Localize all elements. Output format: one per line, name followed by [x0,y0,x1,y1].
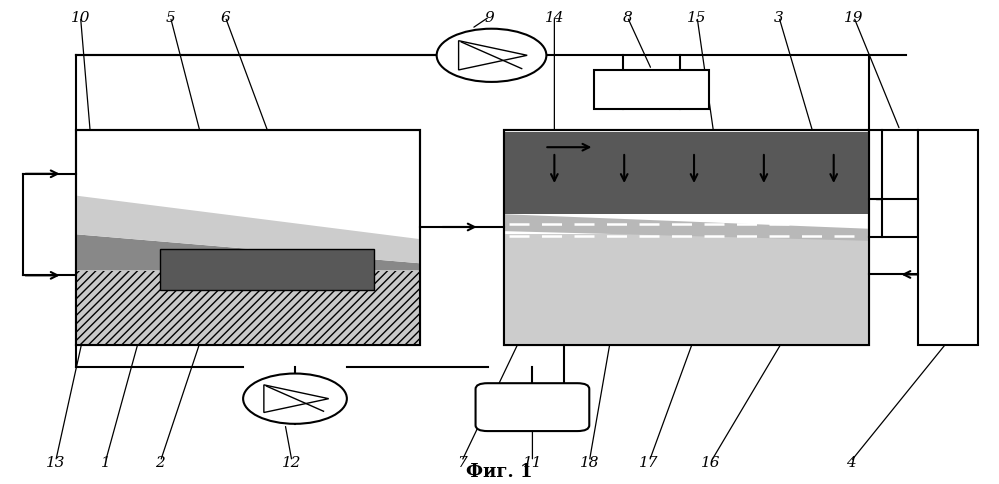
Polygon shape [76,235,420,271]
Text: 9: 9 [485,11,495,25]
Text: 5: 5 [166,11,175,25]
Bar [76,271,420,346]
Polygon shape [504,215,868,242]
Text: 7: 7 [457,454,467,469]
Circle shape [437,30,546,83]
Bar [504,133,868,215]
Bar [918,131,978,346]
Circle shape [243,374,347,424]
Text: 8: 8 [622,11,632,25]
Bar [594,71,709,109]
Text: 2: 2 [156,454,165,469]
Text: 12: 12 [283,454,302,469]
Text: 19: 19 [844,11,863,25]
Bar [76,131,420,346]
Text: 16: 16 [701,454,720,469]
Text: 10: 10 [71,11,90,25]
FancyBboxPatch shape [476,383,589,431]
Text: 17: 17 [639,454,659,469]
Polygon shape [459,42,527,71]
Text: 3: 3 [774,11,783,25]
Text: 18: 18 [579,454,599,469]
Text: 6: 6 [221,11,230,25]
Bar [881,131,918,237]
Polygon shape [264,385,329,413]
Bar [160,249,374,290]
Text: 14: 14 [544,11,564,25]
Text: Фиг. 1: Фиг. 1 [467,462,532,480]
Bar [76,131,420,346]
Text: 15: 15 [687,11,706,25]
Text: 11: 11 [522,454,542,469]
Text: 13: 13 [46,454,65,469]
Text: 1: 1 [101,454,110,469]
Text: 4: 4 [846,454,855,469]
Bar [504,131,868,346]
Bar [504,131,868,346]
Bar [504,234,868,346]
Polygon shape [76,196,420,264]
